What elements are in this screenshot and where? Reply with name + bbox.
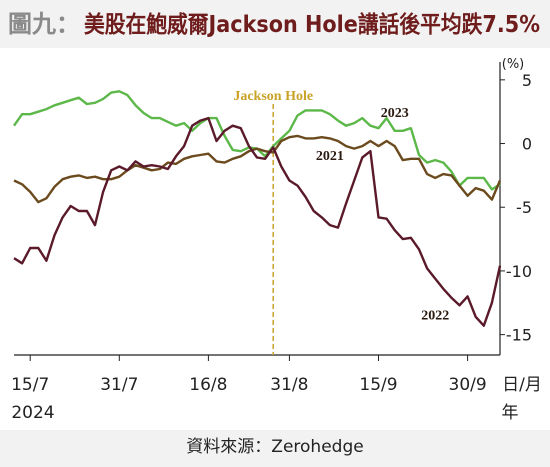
series-label: 2021 bbox=[316, 149, 344, 164]
source: 資料來源：Zerohedge bbox=[186, 437, 363, 457]
x-tick-label: 16/8 bbox=[189, 375, 227, 395]
y-tick-label: 0 bbox=[522, 135, 532, 154]
annotation-text: Jackson Hole bbox=[233, 89, 313, 104]
x-tick-label: 15/7 bbox=[11, 375, 49, 395]
x-tick-label: 31/8 bbox=[270, 375, 308, 395]
x-unit: 日/月 bbox=[502, 375, 542, 395]
y-unit: (%) bbox=[502, 57, 525, 72]
figure-label: 圖九： bbox=[8, 10, 80, 38]
x-year: 2024 bbox=[11, 403, 54, 423]
x-year-unit: 年 bbox=[502, 403, 519, 423]
plot-background bbox=[0, 48, 550, 430]
y-tick-label: -15 bbox=[506, 326, 532, 345]
y-tick-label: -10 bbox=[506, 262, 532, 281]
y-tick-label: -5 bbox=[516, 198, 532, 217]
series-line bbox=[13, 116, 502, 327]
y-tick-label: 5 bbox=[522, 71, 532, 90]
series-label: 2022 bbox=[421, 308, 449, 323]
series-line bbox=[13, 134, 502, 204]
x-tick-label: 15/9 bbox=[359, 375, 397, 395]
x-tick-label: 30/9 bbox=[449, 375, 487, 395]
series-label: 2023 bbox=[381, 106, 409, 121]
x-tick-label: 31/7 bbox=[100, 375, 138, 395]
chart-title: 美股在鮑威爾Jackson Hole講話後平均跌7.5% bbox=[84, 11, 540, 38]
